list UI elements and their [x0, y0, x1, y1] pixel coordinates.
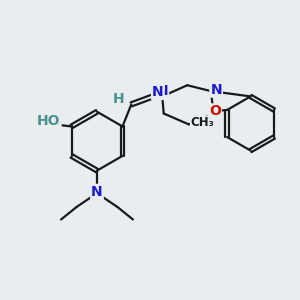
Text: N: N [210, 82, 222, 97]
Text: HO: HO [37, 114, 61, 128]
Text: N: N [152, 85, 164, 99]
Text: O: O [209, 104, 221, 118]
Text: H: H [113, 92, 125, 106]
Text: CH₃: CH₃ [190, 116, 214, 129]
Text: N: N [91, 185, 103, 199]
Text: N: N [156, 84, 168, 98]
